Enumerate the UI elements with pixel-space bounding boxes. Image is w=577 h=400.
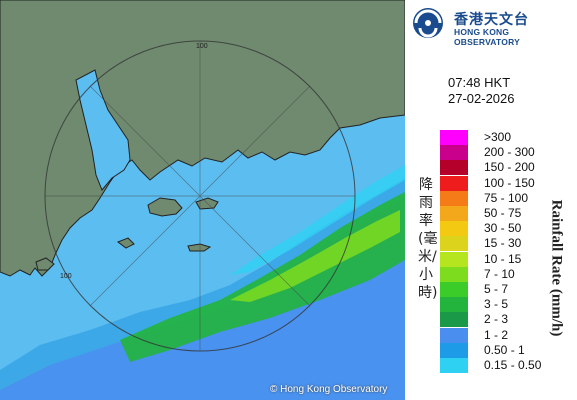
legend-swatch xyxy=(440,130,468,145)
legend-panel xyxy=(405,0,577,400)
radar-map-svg: 100 100 xyxy=(0,0,405,400)
logo-english-name: HONG KONG OBSERVATORY xyxy=(454,27,520,47)
legend-label: 100 - 150 xyxy=(484,175,535,190)
legend-label: 75 - 100 xyxy=(484,190,529,205)
legend-title-chinese: 降雨率(毫米/小時) xyxy=(418,177,438,301)
legend-label: 5 - 7 xyxy=(484,282,509,296)
range-spokes xyxy=(45,41,355,351)
legend-label: 3 - 5 xyxy=(484,297,509,312)
legend-swatch xyxy=(440,160,468,176)
legend-label: 1 - 2 xyxy=(484,327,509,342)
legend-label: 10 - 15 xyxy=(484,251,522,266)
legend-label: 200 - 300 xyxy=(484,145,535,160)
lantau-island xyxy=(147,197,183,217)
legend-swatch xyxy=(440,175,468,191)
legend-swatch xyxy=(440,282,468,297)
legend-label: 15 - 30 xyxy=(484,236,522,251)
legend-label: 0.50 - 1 xyxy=(484,342,525,357)
legend-swatch xyxy=(440,266,468,282)
legend-swatch xyxy=(440,342,468,358)
rain-band-blue xyxy=(0,198,405,400)
legend-swatch xyxy=(440,358,468,373)
legend-label: 0.15 - 0.50 xyxy=(484,358,542,372)
island-cluster xyxy=(35,257,55,271)
copyright-text: © Hong Kong Observatory xyxy=(270,384,388,395)
timestamp: 07:48 HKT 27-02-2026 xyxy=(448,75,515,107)
observatory-logo: 香港天文台 HONG KONG OBSERVATORY xyxy=(410,6,575,47)
logo-chinese-name: 香港天文台 xyxy=(454,12,529,28)
legend-label: >300 xyxy=(484,130,512,144)
legend-swatch xyxy=(440,297,468,313)
rain-band-green xyxy=(120,192,405,362)
legend-label: 2 - 3 xyxy=(484,312,509,327)
small-island xyxy=(187,243,212,252)
legend-swatch xyxy=(440,145,468,161)
legend-swatch xyxy=(440,236,468,252)
range-label-west: 100 xyxy=(60,273,72,280)
date-text: 27-02-2026 xyxy=(448,91,515,106)
wanshan-island xyxy=(116,237,135,249)
legend-label: 50 - 75 xyxy=(484,206,522,220)
river-estuary xyxy=(75,69,131,191)
observatory-emblem-icon xyxy=(413,8,443,38)
legend-label: 30 - 50 xyxy=(484,221,522,236)
hk-island xyxy=(195,197,219,210)
legend-swatch xyxy=(440,251,468,267)
legend-swatch xyxy=(440,327,468,343)
legend-label: 7 - 10 xyxy=(484,266,515,281)
range-label-north: 100 xyxy=(196,43,208,50)
rain-band-yellow-green xyxy=(230,210,400,302)
legend-swatch xyxy=(440,190,468,206)
legend-swatch xyxy=(440,206,468,221)
legend-swatch xyxy=(440,312,468,328)
mainland-area xyxy=(0,0,405,277)
legend-label: 150 - 200 xyxy=(484,160,535,175)
rain-north-edge xyxy=(230,165,405,275)
legend-swatch xyxy=(440,221,468,237)
time-text: 07:48 HKT xyxy=(448,75,511,90)
radar-map: 100 100 © Hong Kong Observatory xyxy=(0,0,405,400)
